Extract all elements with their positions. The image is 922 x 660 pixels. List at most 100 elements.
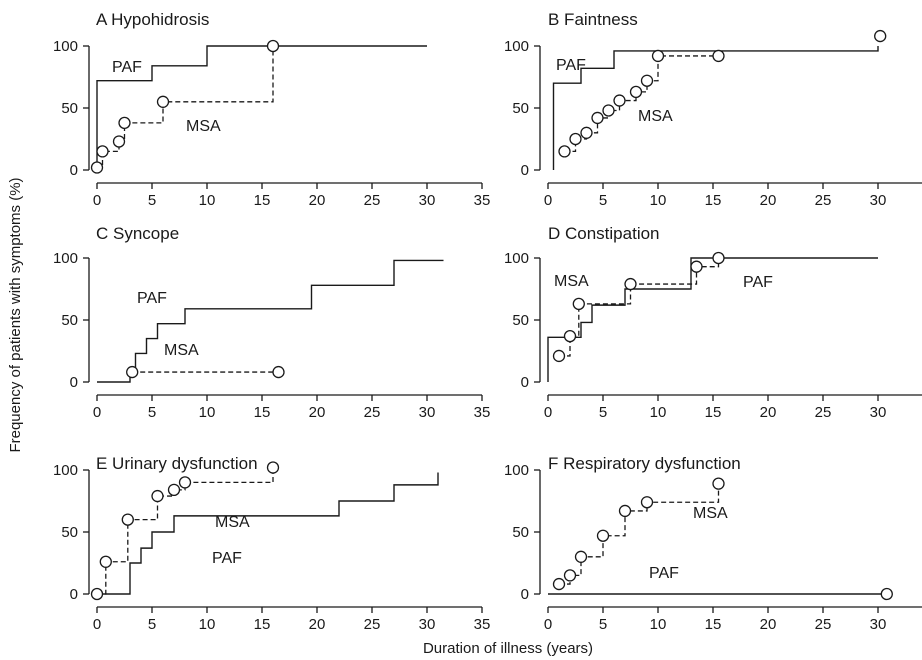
y-tick-label: 0 — [70, 374, 78, 391]
y-axis-label: Frequency of patients with symptoms (%) — [7, 177, 24, 452]
x-tick-label: 15 — [705, 404, 722, 421]
x-tick-label: 25 — [364, 616, 381, 633]
data-point — [167, 483, 181, 496]
x-tick-label: 25 — [815, 192, 832, 209]
y-tick-label: 0 — [521, 586, 529, 603]
panel-title: A Hypohidrosis — [96, 10, 209, 29]
data-point — [640, 74, 654, 87]
data-point — [712, 49, 725, 63]
data-point — [624, 277, 637, 291]
data-point — [580, 126, 593, 139]
x-tick-label: 20 — [309, 404, 326, 421]
x-tick-label: 20 — [760, 404, 777, 421]
series-line-paf — [547, 257, 878, 382]
x-tick-label: 10 — [650, 616, 667, 633]
y-tick-label: 50 — [61, 524, 78, 541]
x-tick-label: 15 — [705, 192, 722, 209]
panel-title: F Respiratory dysfunction — [548, 454, 741, 473]
x-tick-label: 35 — [474, 616, 491, 633]
panel-4: D Constipation05010005101520253035PAFMSA — [504, 224, 922, 421]
x-tick-label: 30 — [419, 404, 436, 421]
data-point — [651, 49, 665, 63]
x-tick-label: 30 — [870, 192, 887, 209]
x-tick-label: 15 — [254, 616, 271, 633]
x-tick-label: 0 — [93, 404, 101, 421]
data-point — [874, 29, 887, 43]
series-label-msa: MSA — [186, 118, 221, 135]
series-label-msa: MSA — [638, 108, 673, 125]
x-tick-label: 20 — [760, 192, 777, 209]
x-tick-label: 15 — [705, 616, 722, 633]
panel-3: C Syncope 0 50 100 0 5 10 15 20 25 30 35 PAF MSA — [53, 224, 490, 421]
data-point — [178, 476, 192, 489]
data-point — [96, 145, 109, 158]
x-tick-label: 35 — [474, 192, 491, 209]
data-point — [272, 365, 285, 379]
x-tick-label: 5 — [148, 404, 156, 421]
data-point — [712, 251, 725, 265]
y-tick-label: 0 — [70, 586, 78, 603]
y-tick-label: 100 — [504, 462, 529, 479]
x-tick-label: 30 — [419, 616, 436, 633]
y-tick-label: 50 — [512, 312, 529, 329]
series-label-msa: MSA — [693, 505, 728, 522]
y-tick-label: 50 — [61, 312, 78, 329]
x-tick-label: 10 — [199, 404, 216, 421]
x-tick-label: 10 — [650, 404, 667, 421]
x-tick-label: 5 — [148, 616, 156, 633]
panel-title: B Faintness — [548, 10, 638, 29]
data-point — [690, 260, 703, 273]
x-tick-label: 0 — [544, 192, 552, 209]
x-tick-label: 15 — [254, 192, 271, 209]
x-tick-label: 5 — [599, 616, 607, 633]
x-tick-label: 5 — [148, 192, 156, 209]
x-tick-label: 10 — [199, 192, 216, 209]
y-tick-label: 100 — [53, 250, 78, 267]
data-point — [712, 477, 725, 490]
x-tick-label: 25 — [815, 616, 832, 633]
series-label-paf: PAF — [137, 290, 167, 307]
panel-title: C Syncope — [96, 224, 179, 243]
x-axis-label: Duration of illness (years) — [423, 640, 593, 657]
data-point — [596, 529, 610, 542]
x-tick-label: 0 — [544, 616, 552, 633]
y-tick-label: 0 — [521, 162, 529, 179]
y-tick-label: 100 — [53, 38, 78, 55]
series-label-msa: MSA — [164, 342, 199, 359]
data-point — [563, 329, 577, 343]
data-point — [156, 95, 170, 108]
data-point — [880, 587, 893, 601]
x-tick-label: 0 — [93, 192, 101, 209]
series-label-paf: PAF — [212, 550, 242, 567]
series-line-paf — [97, 259, 444, 383]
data-point — [99, 555, 112, 568]
y-tick-label: 50 — [512, 524, 529, 541]
data-point — [572, 297, 585, 311]
x-tick-label: 25 — [815, 404, 832, 421]
x-tick-label: 35 — [474, 404, 491, 421]
x-tick-label: 10 — [650, 192, 667, 209]
data-point — [591, 111, 604, 125]
x-tick-label: 25 — [364, 192, 381, 209]
data-point — [613, 94, 626, 107]
x-tick-label: 15 — [254, 404, 271, 421]
data-point — [151, 489, 164, 503]
y-tick-label: 100 — [53, 462, 78, 479]
data-point — [618, 504, 632, 518]
data-point — [90, 161, 104, 174]
data-point — [640, 496, 654, 509]
data-point — [569, 132, 582, 146]
panel-title: D Constipation — [548, 224, 660, 243]
series-label-paf: PAF — [649, 565, 679, 582]
x-tick-label: 30 — [870, 404, 887, 421]
series-label-msa: MSA — [554, 273, 589, 290]
data-point — [126, 365, 139, 379]
data-point — [629, 85, 643, 99]
y-tick-label: 0 — [70, 162, 78, 179]
x-tick-label: 20 — [309, 616, 326, 633]
series-line-paf — [97, 472, 439, 595]
data-point — [563, 569, 577, 582]
x-tick-label: 20 — [760, 616, 777, 633]
data-point — [90, 587, 104, 601]
